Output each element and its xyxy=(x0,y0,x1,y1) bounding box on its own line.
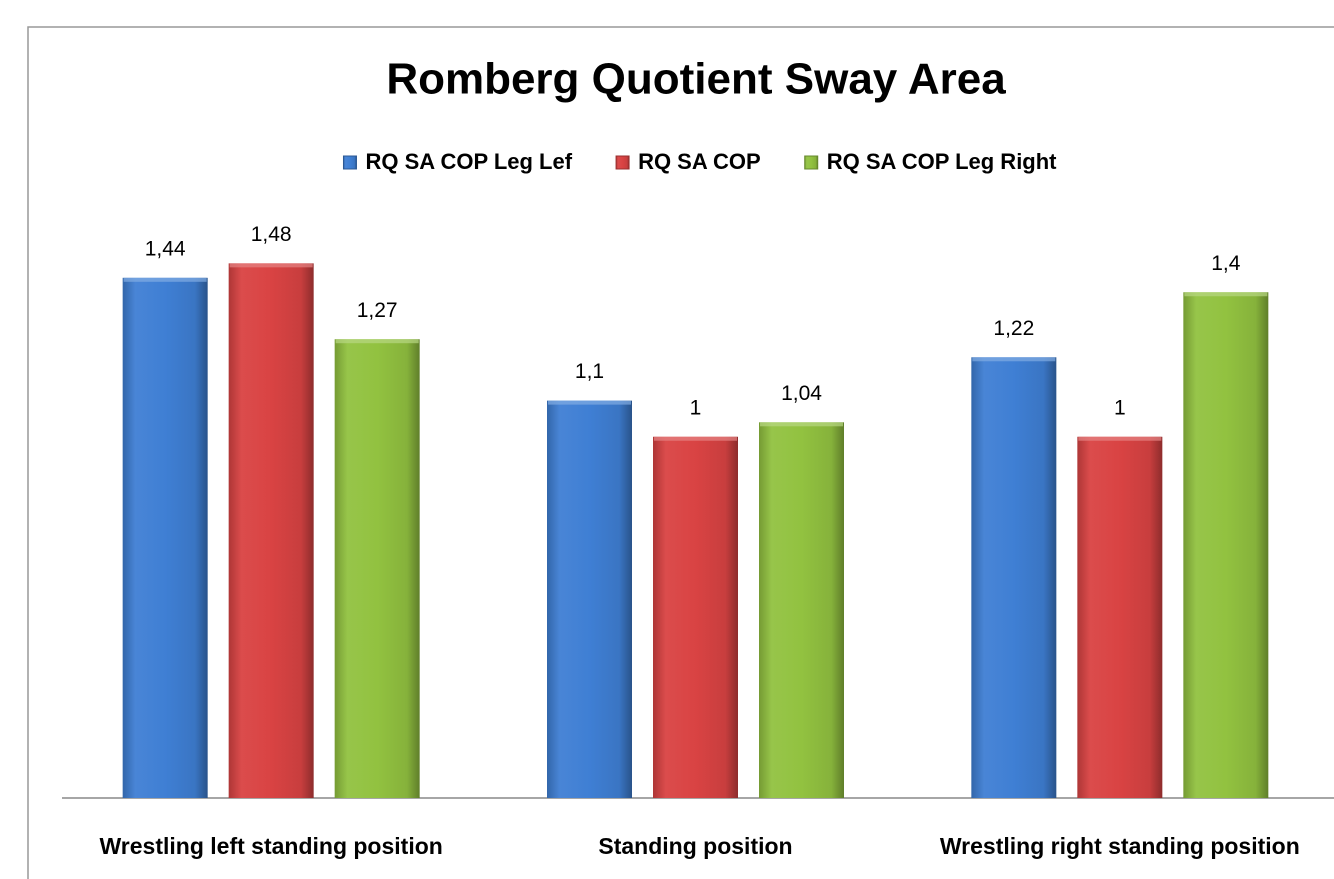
bar xyxy=(971,357,1057,798)
bar-top xyxy=(654,436,737,441)
data-label: 1,04 xyxy=(781,382,822,405)
bar-top xyxy=(548,400,631,405)
data-label: 1,27 xyxy=(357,299,398,322)
bar-top xyxy=(760,422,843,427)
data-label: 1,48 xyxy=(251,223,292,246)
bar-top xyxy=(1078,436,1162,441)
legend-label: RQ SA COP Leg Right xyxy=(827,149,1057,174)
x-tick-label: Standing position xyxy=(598,833,792,859)
bar xyxy=(759,422,844,798)
data-label: 1 xyxy=(1114,396,1126,419)
legend-label: RQ SA COP xyxy=(638,149,761,174)
bar xyxy=(122,277,208,798)
data-label: 1,1 xyxy=(575,360,604,383)
legend-swatch xyxy=(804,155,819,170)
x-tick-label: Wrestling left standing position xyxy=(100,833,443,859)
bar-top xyxy=(1184,292,1268,297)
bar xyxy=(653,436,738,798)
bar-top xyxy=(229,263,313,268)
legend-swatch xyxy=(342,155,357,170)
chart-frame xyxy=(27,26,1334,879)
bar xyxy=(334,339,420,798)
data-label: 1,22 xyxy=(993,317,1034,340)
bar xyxy=(547,400,632,798)
bar xyxy=(1183,292,1269,798)
legend-label: RQ SA COP Leg Lef xyxy=(365,149,572,174)
x-tick-label: Wrestling right standing position xyxy=(940,833,1300,859)
bar-top xyxy=(123,277,207,282)
data-label: 1,4 xyxy=(1211,252,1241,275)
data-label: 1,44 xyxy=(145,237,186,260)
bar-top xyxy=(335,339,419,344)
chart-title: Romberg Quotient Sway Area xyxy=(386,55,1006,104)
legend-swatch xyxy=(615,155,630,170)
bar-top xyxy=(972,357,1056,362)
bar xyxy=(228,263,314,799)
bar xyxy=(1077,436,1163,798)
data-label: 1 xyxy=(690,396,702,419)
